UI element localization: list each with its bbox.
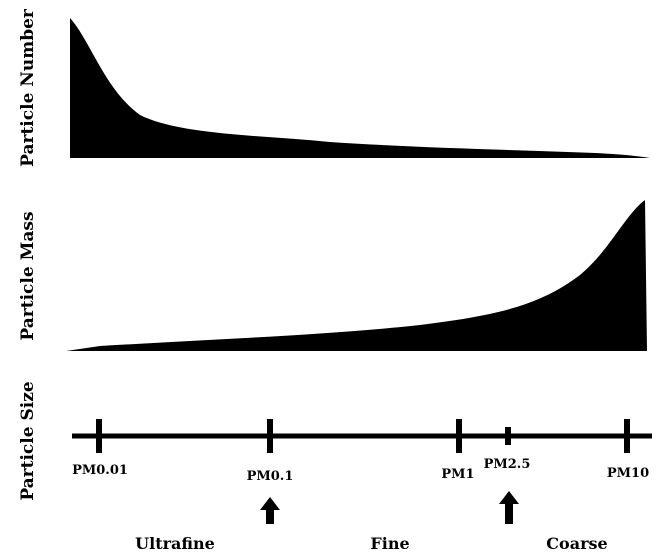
category-ultrafine: Ultrafine — [135, 534, 215, 553]
tick-pm001 — [96, 419, 102, 453]
tick-label-pm01: PM0.1 — [247, 469, 294, 484]
tick-label-pm10: PM10 — [607, 466, 649, 481]
particle-number-ylabel: Particle Number — [18, 8, 38, 167]
arrow-pm25-icon — [499, 491, 519, 524]
particle-size-ylabel: Particle Size — [18, 381, 38, 501]
tick-pm1 — [456, 419, 462, 453]
particle-size-panel: Particle Size PM0.01 PM0.1 PM1 PM2.5 PM1… — [18, 381, 652, 553]
particle-mass-panel: Particle Mass — [18, 200, 647, 351]
particle-number-panel: Particle Number — [18, 8, 650, 167]
arrow-pm01-icon — [260, 497, 280, 524]
tick-label-pm1: PM1 — [441, 467, 474, 482]
tick-pm10 — [624, 419, 630, 453]
particle-number-curve — [70, 18, 650, 158]
category-fine: Fine — [370, 534, 409, 553]
tick-pm25 — [505, 427, 511, 445]
tick-pm01 — [267, 419, 273, 453]
particle-mass-curve — [66, 200, 647, 351]
category-coarse: Coarse — [546, 534, 607, 553]
tick-label-pm001: PM0.01 — [72, 463, 128, 478]
tick-label-pm25: PM2.5 — [484, 457, 531, 472]
particle-mass-ylabel: Particle Mass — [18, 211, 38, 340]
